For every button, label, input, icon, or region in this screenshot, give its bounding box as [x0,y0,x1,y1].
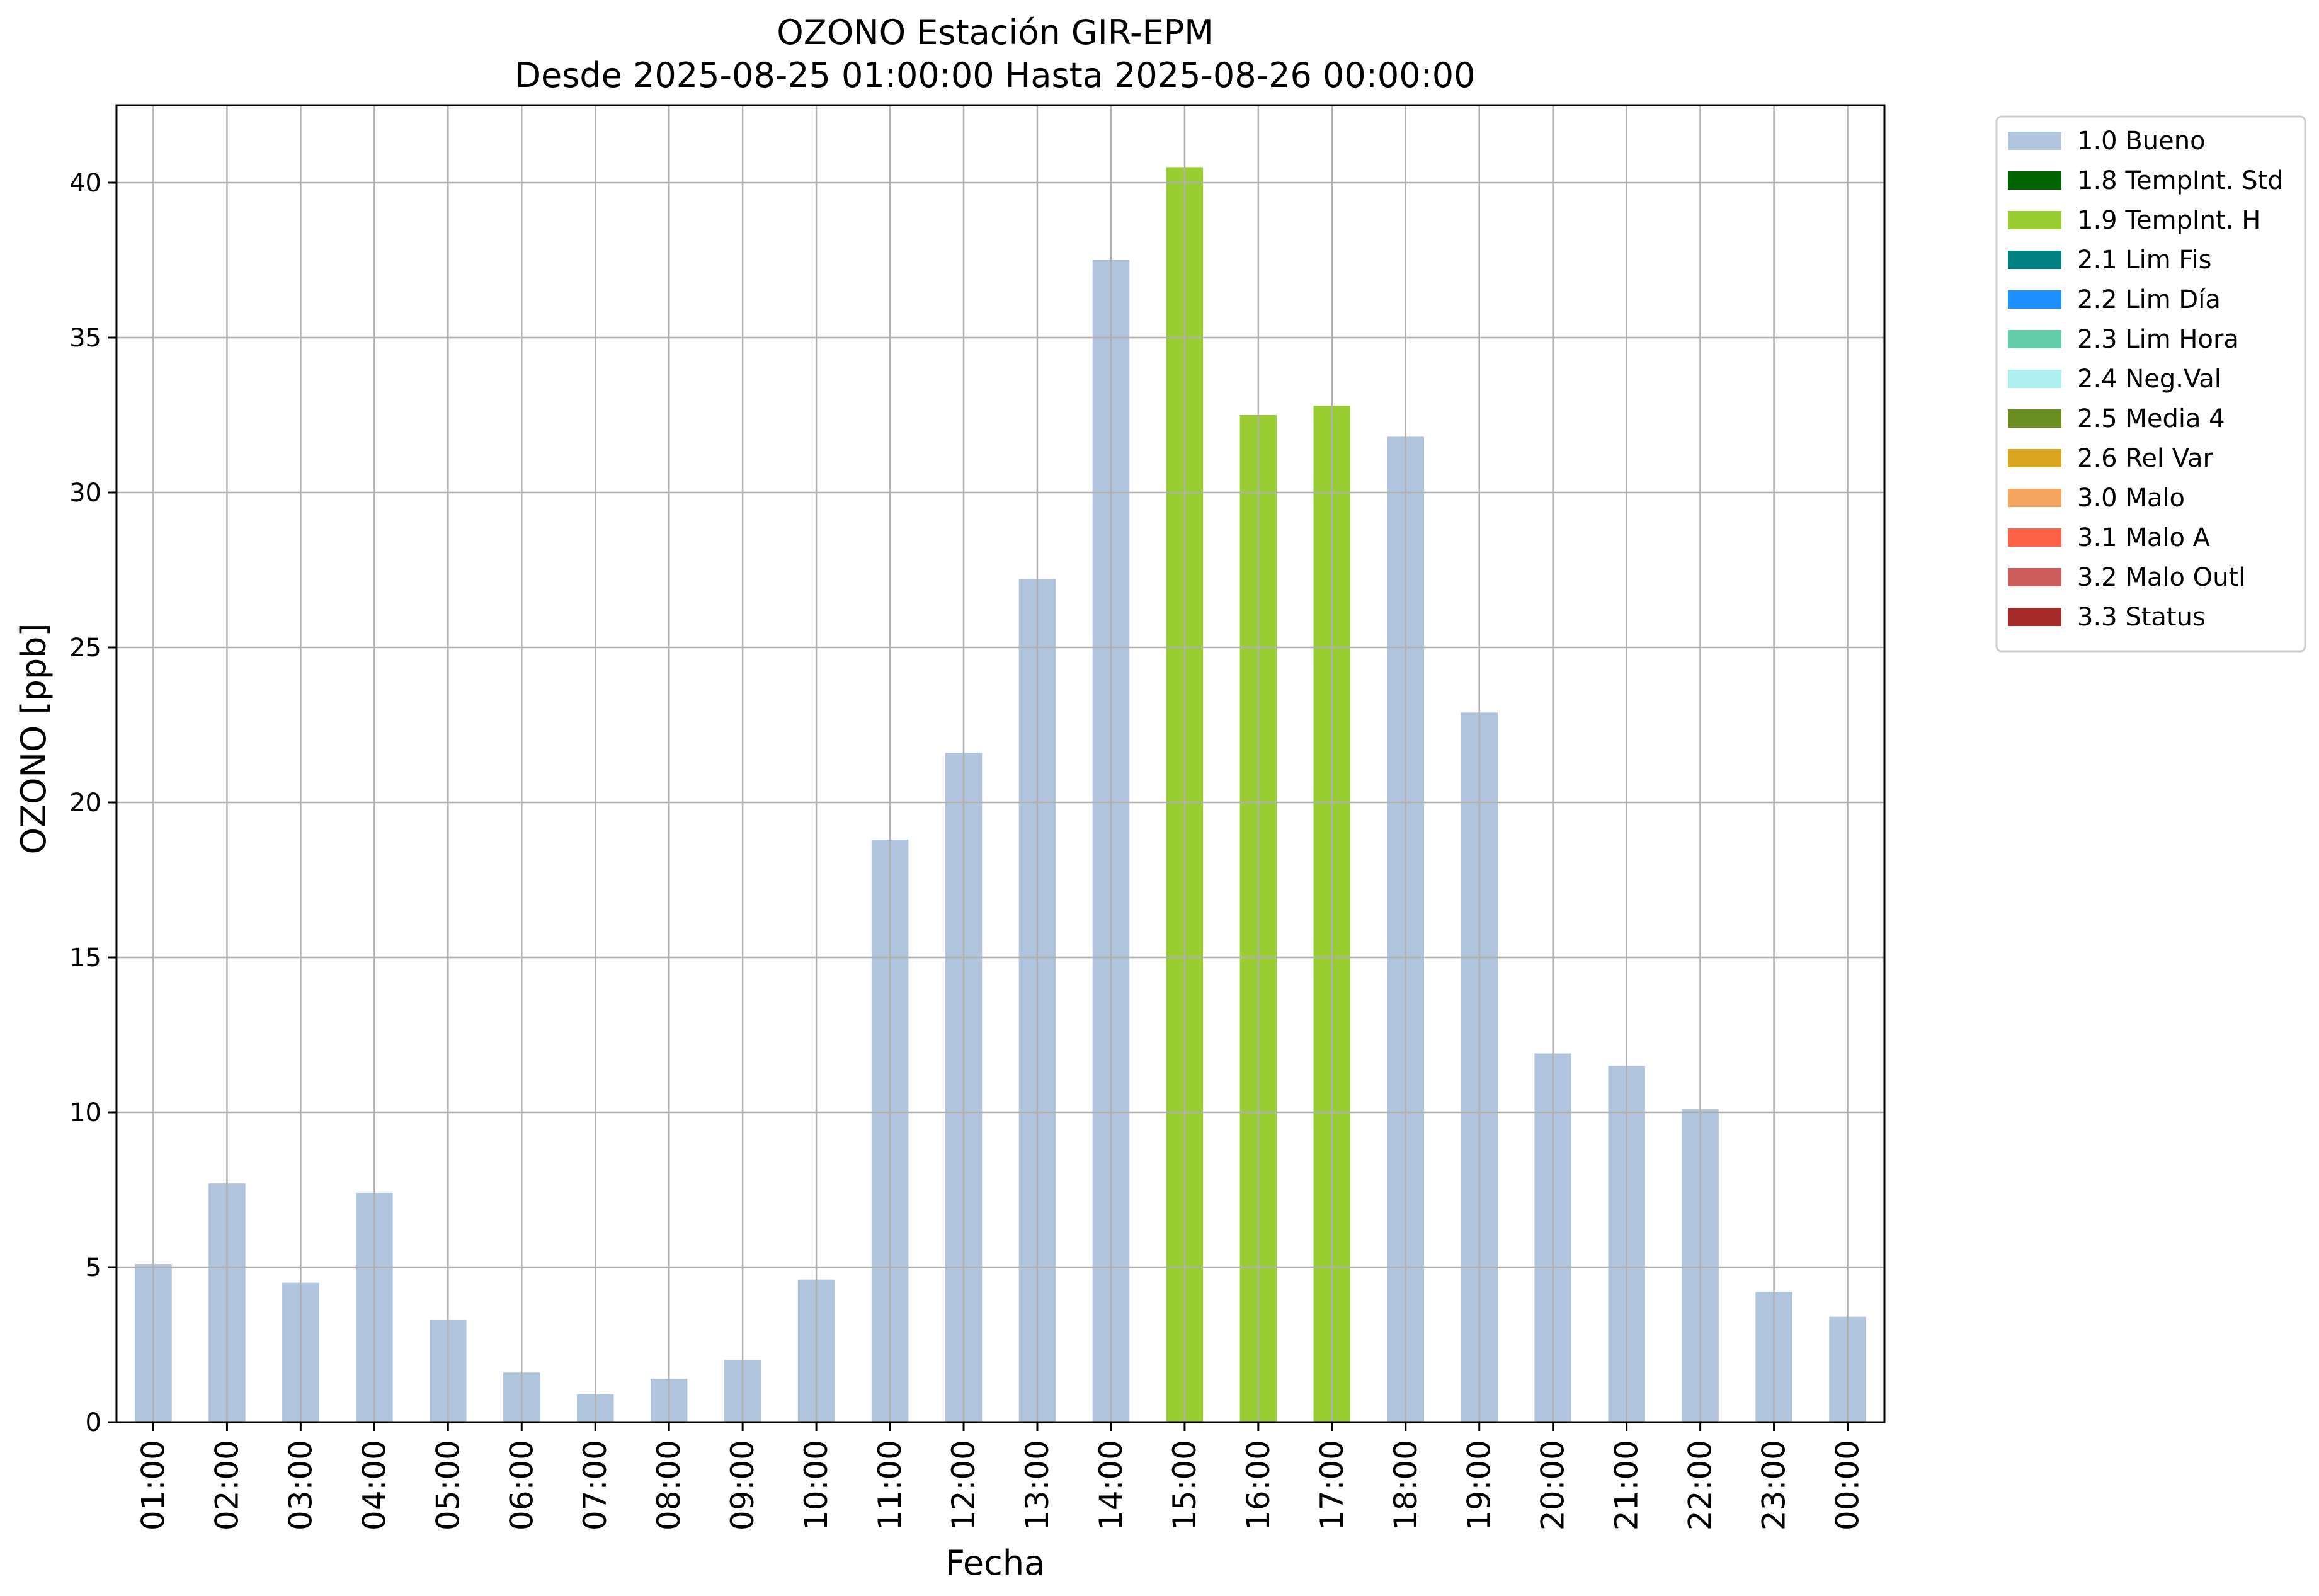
legend-swatch [2008,370,2061,388]
legend-label: 1.9 TempInt. H [2077,206,2260,235]
y-tick-label: 15 [69,943,101,972]
legend-label: 2.4 Neg.Val [2077,365,2221,394]
legend-box [1995,115,2306,653]
legend: 1.0 Bueno 1.8 TempInt. Std 1.9 TempInt. H 2… [1995,115,2306,653]
legend-label: 3.0 Malo [2077,484,2185,513]
legend-swatch [2008,290,2061,309]
x-tick-label: 02:00 [208,1440,245,1530]
legend-label: 3.2 Malo Outl [2077,563,2245,592]
chart-subtitle: Desde 2025-08-25 01:00:00 Hasta 2025-08-… [515,55,1475,95]
x-tick-label: 06:00 [503,1440,540,1530]
chart-title: OZONO Estación GIR-EPM [777,13,1214,52]
y-axis-ticks: 0 5 10 15 20 25 30 35 40 [69,169,117,1437]
legend-swatch [2008,489,2061,507]
y-tick-label: 30 [69,479,101,508]
legend-label: 2.1 Lim Fis [2077,246,2211,275]
x-tick-label: 19:00 [1461,1440,1498,1530]
x-tick-label: 05:00 [430,1440,466,1530]
plot-frame [115,104,1886,1423]
x-tick-label: 07:00 [577,1440,613,1530]
x-tick-label: 21:00 [1609,1440,1645,1530]
legend-swatch [2008,211,2061,229]
legend-swatch [2008,568,2061,586]
x-tick-label: 09:00 [724,1440,761,1530]
legend-label: 2.6 Rel Var [2077,444,2214,473]
x-tick-label: 14:00 [1093,1440,1129,1530]
y-tick-label: 0 [86,1408,101,1437]
y-tick-label: 20 [69,789,101,818]
x-tick-label: 11:00 [872,1440,908,1530]
x-axis-label: Fecha [945,1543,1045,1583]
y-tick-label: 40 [69,169,101,198]
x-tick-label: 00:00 [1830,1440,1866,1530]
y-tick-label: 5 [86,1253,101,1282]
x-tick-label: 01:00 [135,1440,171,1530]
legend-label: 3.3 Status [2077,603,2206,632]
x-tick-label: 16:00 [1240,1440,1277,1530]
x-axis-ticks: 01:00 02:00 03:00 04:00 05:00 06:00 07:00 08:00… [135,1422,1866,1530]
legend-swatch [2008,251,2061,269]
legend-swatch [2008,449,2061,467]
y-tick-label: 25 [69,634,101,663]
x-tick-label: 17:00 [1314,1440,1350,1530]
legend-label: 1.8 TempInt. Std [2077,166,2284,195]
legend-swatch [2008,132,2061,150]
x-tick-label: 22:00 [1682,1440,1719,1530]
x-tick-label: 04:00 [356,1440,392,1530]
x-tick-label: 23:00 [1756,1440,1792,1530]
x-tick-label: 20:00 [1535,1440,1571,1530]
x-tick-label: 08:00 [651,1440,687,1530]
legend-swatch [2008,608,2061,626]
legend-label: 1.0 Bueno [2077,127,2206,156]
legend-swatch [2008,528,2061,547]
legend-swatch [2008,171,2061,190]
legend-label: 3.1 Malo A [2077,523,2211,552]
x-tick-label: 10:00 [798,1440,835,1530]
x-tick-label: 13:00 [1019,1440,1056,1530]
grid-lines [117,105,1884,1423]
x-tick-label: 18:00 [1387,1440,1424,1530]
x-tick-label: 15:00 [1166,1440,1203,1530]
y-tick-label: 35 [69,324,101,353]
legend-label: 2.3 Lim Hora [2077,325,2239,354]
legend-label: 2.5 Media 4 [2077,404,2225,433]
legend-label: 2.2 Lim Día [2077,285,2221,314]
y-axis-label: OZONO [ppb] [14,623,54,854]
legend-swatch [2008,409,2061,428]
y-tick-label: 10 [69,1098,101,1127]
x-tick-label: 12:00 [945,1440,982,1530]
x-tick-label: 03:00 [282,1440,319,1530]
legend-swatch [2008,330,2061,348]
